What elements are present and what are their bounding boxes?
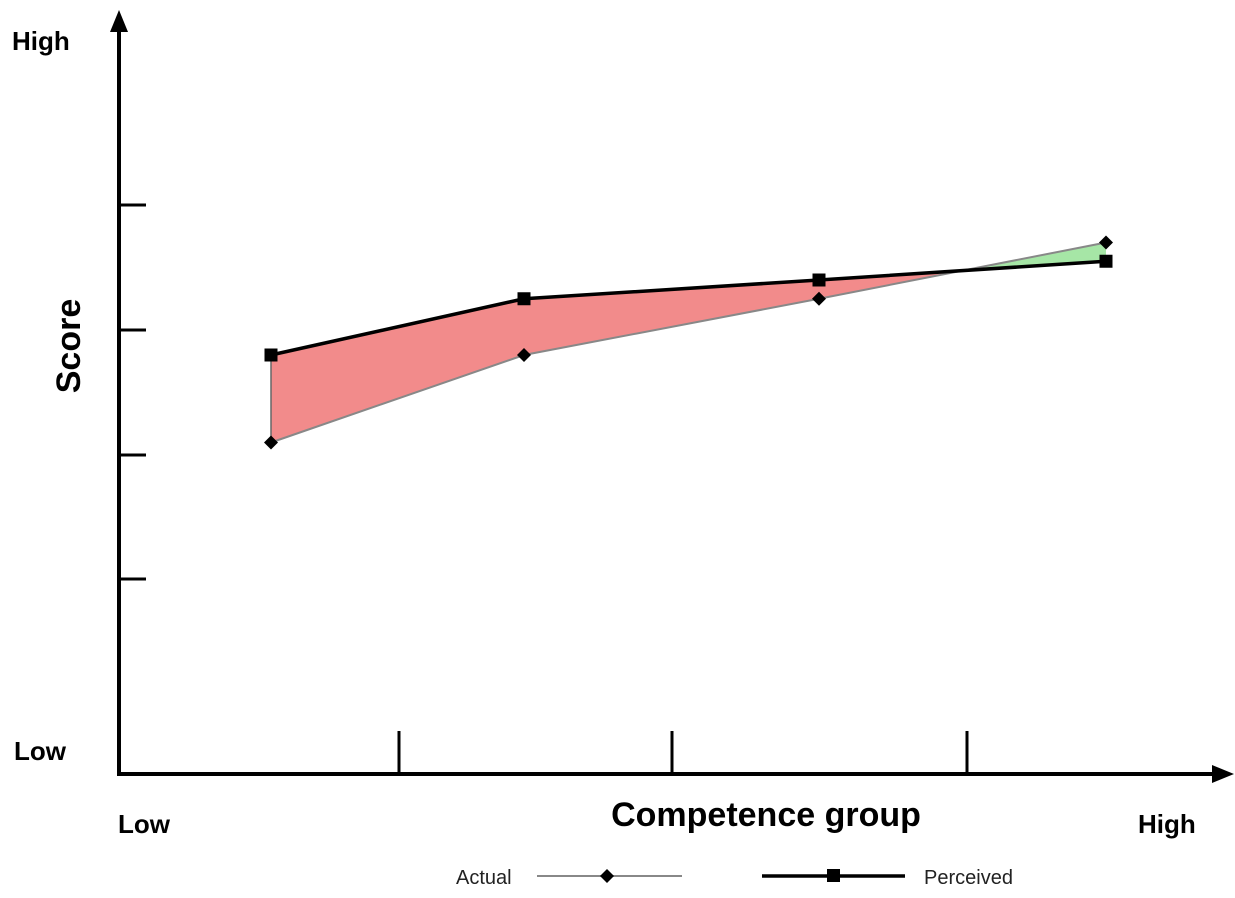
overestimate-fill [271,270,963,443]
y-range-low-label: Low [14,736,67,766]
actual-point-1 [264,435,278,450]
x-axis-title: Competence group [611,796,921,834]
gap-fill-layer [271,242,1106,443]
legend-marker-perceived [827,869,840,882]
perceived-point-4 [1099,254,1113,268]
perceived-point-3 [812,273,826,287]
legend-label-perceived: Perceived [924,867,1013,889]
legend-label-actual: Actual [456,867,512,889]
y-range-high-label: High [12,26,70,56]
x-ticks [397,731,969,774]
x-axis-arrowhead [1212,765,1234,783]
legend-marker-actual [600,869,614,883]
series-layer [264,235,1113,450]
actual-point-3 [812,291,826,306]
perceived-point-2 [517,292,531,306]
y-axis-arrowhead [110,10,128,32]
actual-point-2 [517,348,531,362]
x-range-high-label: High [1138,809,1196,839]
y-axis-title: Score [50,299,88,394]
axes [110,10,1234,783]
x-range-low-label: Low [118,809,171,839]
perceived-point-1 [264,348,278,362]
actual-point-4 [1099,235,1113,250]
perceived-line [270,259,1107,357]
y-ticks [119,203,146,581]
legend: Actual Perceived [456,867,1013,889]
